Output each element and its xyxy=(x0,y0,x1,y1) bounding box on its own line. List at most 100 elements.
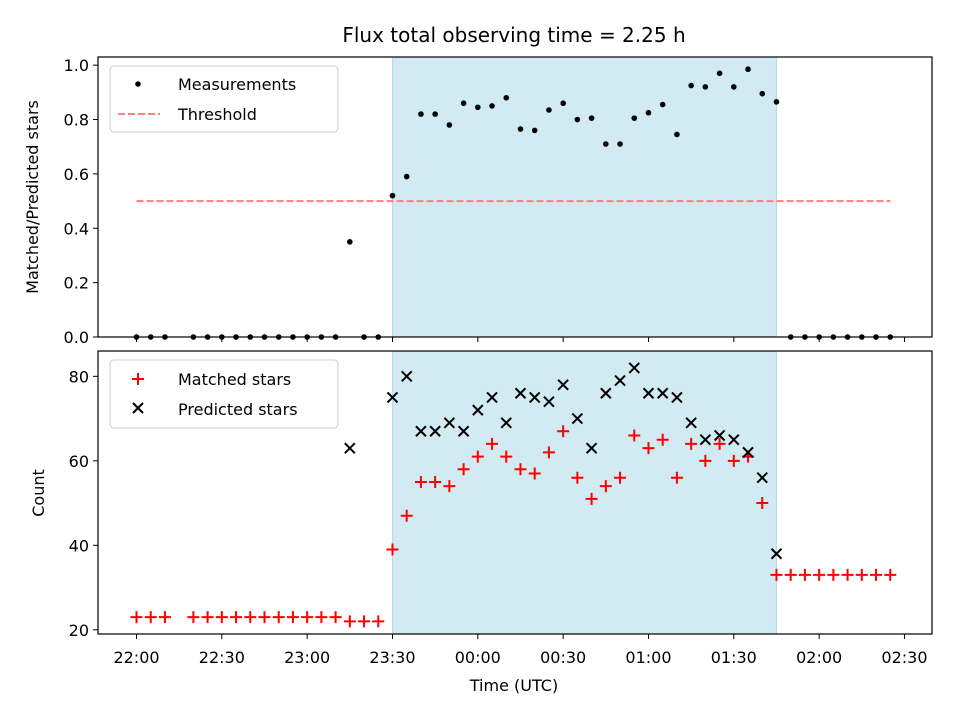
legend-measurements-marker xyxy=(135,81,141,87)
predicted-stars-point xyxy=(770,548,783,560)
matched-stars-point xyxy=(500,450,513,463)
measurement-point xyxy=(475,104,481,111)
predicted-stars-point xyxy=(571,412,584,425)
measurement-point xyxy=(432,111,438,117)
count-y-axis-label: Count xyxy=(29,469,48,517)
count-panel: 20 40 60 80 22:00 22:30 23:00 23:30 00:00 00:30 0… xyxy=(29,350,933,667)
ratio-legend-box xyxy=(109,65,339,133)
x-tick-label: 23:00 xyxy=(284,648,330,667)
predicted-stars-point xyxy=(671,391,683,404)
matched-stars-point xyxy=(158,611,171,624)
measurement-point xyxy=(759,90,766,97)
matched-stars-point xyxy=(784,568,797,581)
matched-stars-point xyxy=(642,442,655,455)
y-tick-label: 0.6 xyxy=(64,165,89,184)
x-tick-label: 00:30 xyxy=(540,648,586,667)
matched-stars-point xyxy=(557,425,570,438)
count-plot-frame xyxy=(97,350,933,635)
x-axis-label: Time (UTC) xyxy=(469,676,558,695)
observing-window-shade xyxy=(391,350,777,635)
predicted-stars-point xyxy=(628,362,640,374)
y-tick-label: 0.8 xyxy=(64,111,89,130)
predicted-stars-point xyxy=(585,442,598,454)
measurement-point xyxy=(645,109,652,116)
matched-stars-point xyxy=(486,437,499,450)
matched-stars-point xyxy=(827,568,840,581)
y-tick-label: 20 xyxy=(69,621,89,640)
matched-stars-point xyxy=(542,446,555,459)
predicted-stars-point xyxy=(386,391,399,404)
measurement-point xyxy=(489,103,495,109)
x-tick-label: 01:30 xyxy=(711,648,757,667)
predicted-stars-point xyxy=(742,446,754,459)
matched-stars-point xyxy=(258,611,271,624)
predicted-stars-point xyxy=(642,387,655,399)
predicted-stars-point xyxy=(457,425,470,437)
measurement-point xyxy=(446,122,453,128)
matched-stars-point xyxy=(841,568,854,581)
chart-title: Flux total observing time = 2.25 h xyxy=(342,23,685,47)
x-tick-label: 00:00 xyxy=(455,648,501,667)
measurement-point xyxy=(460,100,467,107)
matched-stars-point xyxy=(528,467,541,480)
matched-stars-point xyxy=(770,568,783,581)
measurement-point xyxy=(716,70,723,77)
matched-stars-point xyxy=(514,463,527,476)
matched-stars-point xyxy=(713,437,726,450)
measurement-point xyxy=(517,126,524,132)
predicted-stars-point xyxy=(543,395,555,408)
y-tick-label: 1.0 xyxy=(64,56,89,75)
measurement-point xyxy=(603,141,609,147)
matched-stars-point xyxy=(315,611,328,624)
ratio-y-axis-label: Matched/Predicted stars xyxy=(23,100,42,294)
measurement-point xyxy=(773,99,780,105)
count-legend-box xyxy=(109,359,339,429)
matched-stars-point xyxy=(870,568,883,581)
matched-stars-point xyxy=(798,568,811,581)
measurement-point xyxy=(588,115,595,121)
y-tick-label: 80 xyxy=(69,367,89,386)
ratio-panel: 0.0 0.2 0.4 0.6 0.8 1.0 Matched/Predicted sta… xyxy=(23,56,933,347)
matched-stars-point xyxy=(144,611,157,624)
x-tick-label: 02:30 xyxy=(881,648,927,667)
measurement-point xyxy=(546,107,552,113)
measurement-point xyxy=(731,84,737,90)
count-legend: Matched stars Predicted stars xyxy=(109,359,339,429)
measurement-point xyxy=(403,173,410,180)
measurement-point xyxy=(574,116,581,123)
matched-stars-point xyxy=(187,611,200,624)
matched-stars-point xyxy=(614,471,627,484)
measurement-point xyxy=(617,141,623,147)
measurement-point xyxy=(347,239,353,245)
matched-stars-point xyxy=(130,611,143,624)
x-tick-label: 23:30 xyxy=(369,648,415,667)
matched-stars-point xyxy=(329,611,342,624)
matched-stars-point xyxy=(215,611,228,624)
matched-stars-point xyxy=(272,611,285,624)
matched-stars-point xyxy=(386,543,399,556)
matched-stars-point xyxy=(400,509,413,522)
matched-stars-point xyxy=(685,437,698,450)
matched-stars-point xyxy=(699,454,712,467)
predicted-stars-point xyxy=(486,391,498,404)
legend-predicted-label: Predicted stars xyxy=(178,400,298,419)
matched-stars-point xyxy=(471,450,484,463)
measurement-point xyxy=(688,82,694,89)
legend-matched-label: Matched stars xyxy=(178,370,291,389)
matched-stars-point xyxy=(670,471,683,484)
matched-stars-point xyxy=(443,480,456,493)
predicted-stars-point xyxy=(429,425,441,437)
predicted-stars-point xyxy=(557,379,569,391)
measurement-point xyxy=(560,100,566,107)
predicted-stars-point xyxy=(500,417,512,429)
predicted-stars-point xyxy=(756,472,768,484)
matched-stars-point xyxy=(727,454,740,467)
measurement-point xyxy=(674,131,680,138)
x-tick-label: 22:00 xyxy=(113,648,159,667)
matched-stars-point xyxy=(372,615,385,628)
predicted-stars-point xyxy=(728,433,740,446)
y-tick-label: 60 xyxy=(69,452,89,471)
matched-stars-point xyxy=(756,497,769,510)
matched-stars-point xyxy=(429,475,442,488)
